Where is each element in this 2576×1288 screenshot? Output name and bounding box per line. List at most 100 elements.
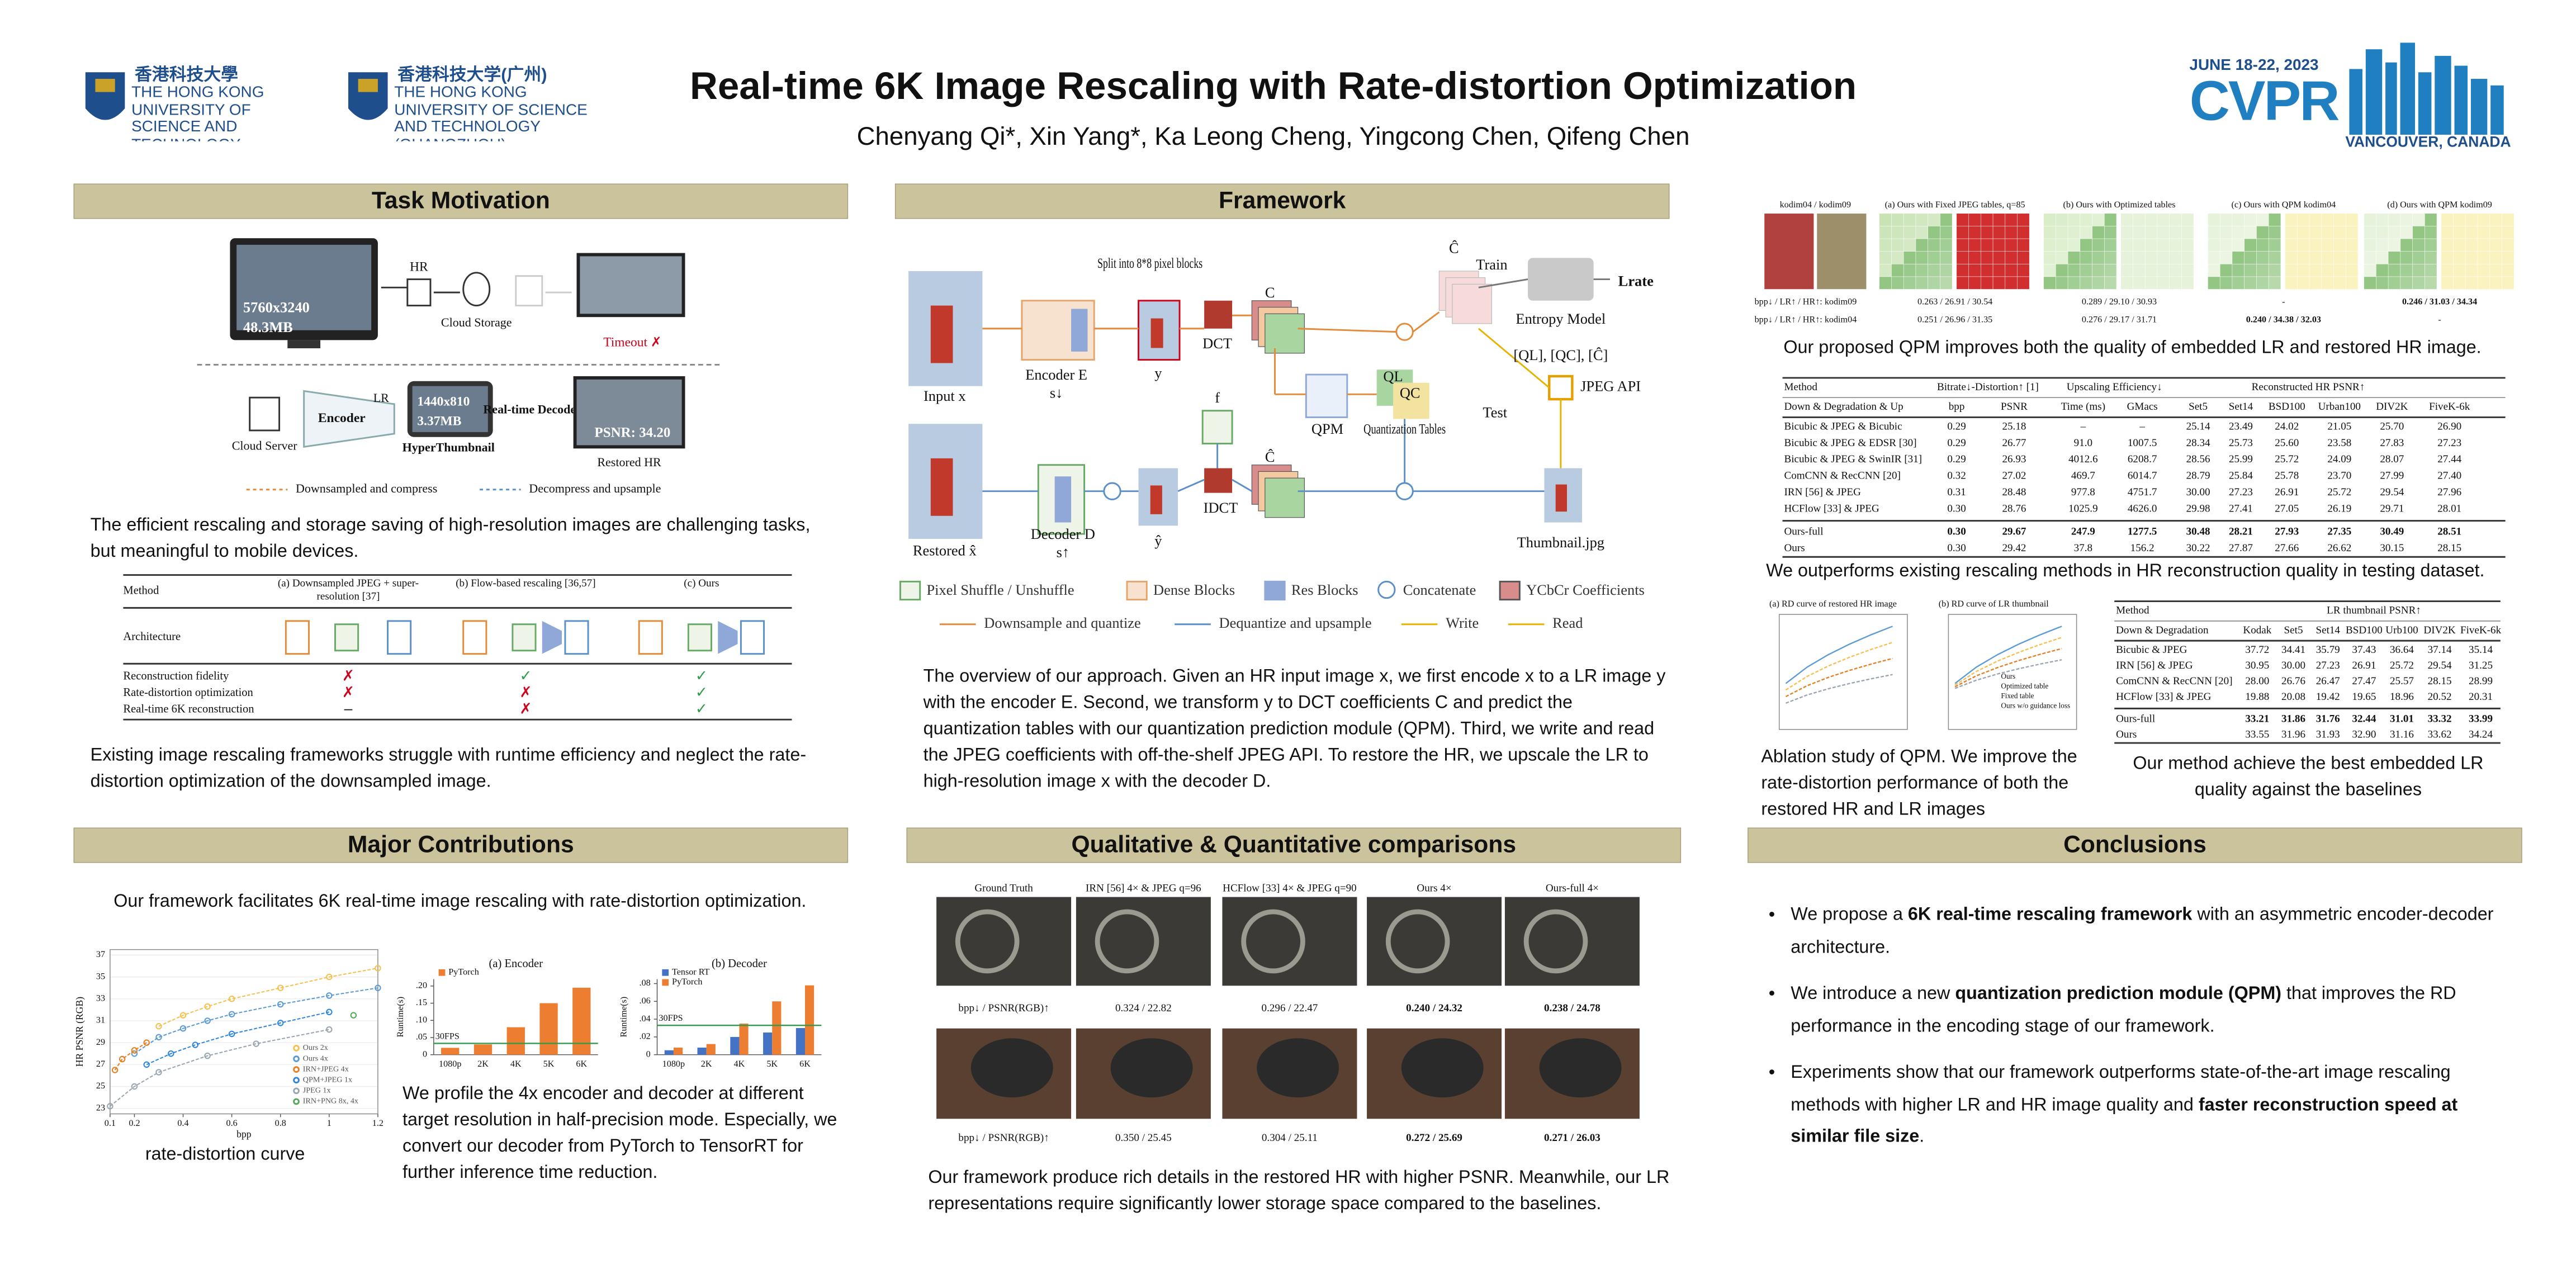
table-cell bbox=[2322, 277, 2334, 290]
mini-block bbox=[334, 623, 359, 652]
legend-swatch bbox=[899, 580, 921, 601]
table-cell bbox=[2425, 226, 2437, 239]
cvpr-skyline bbox=[2349, 42, 2504, 135]
table-cell bbox=[2133, 214, 2145, 226]
table-cell bbox=[2364, 226, 2376, 239]
bullet-text: . bbox=[1919, 1127, 1925, 1147]
table-cell bbox=[2181, 277, 2194, 290]
table-cell: 29.42 bbox=[2002, 542, 2026, 554]
label: 0.251 / 26.96 / 31.35 bbox=[1917, 315, 1992, 325]
table-cell bbox=[2269, 277, 2281, 290]
table-cell bbox=[2244, 251, 2257, 264]
table-cell bbox=[2080, 214, 2092, 226]
table-cell: 33.55 bbox=[2245, 728, 2269, 740]
section-title: Qualitative & Quantitative comparisons bbox=[1071, 831, 1516, 858]
table-cell: 25.18 bbox=[2002, 420, 2026, 432]
column-header: IRN [56] 4× & JPEG q=96 bbox=[1086, 882, 1201, 894]
table-cell bbox=[2376, 277, 2388, 290]
table-cell bbox=[2297, 239, 2309, 252]
plot-curve bbox=[1785, 641, 1893, 691]
table-cell bbox=[2043, 277, 2056, 290]
table-cell: – bbox=[2080, 420, 2086, 432]
figure-label: Lrate bbox=[1618, 273, 1654, 290]
table-cell bbox=[2425, 239, 2437, 252]
chart-title: (a) Encoder bbox=[489, 958, 543, 970]
table-mark: ✓ bbox=[695, 667, 708, 684]
mini-flow bbox=[718, 621, 738, 654]
table-cell bbox=[2104, 214, 2116, 226]
table-cell bbox=[2244, 214, 2257, 226]
legend-marker bbox=[293, 1055, 300, 1062]
image-detail bbox=[970, 1038, 1053, 1098]
table-cell bbox=[2453, 239, 2465, 252]
table-cell bbox=[2376, 226, 2388, 239]
bar bbox=[795, 1027, 805, 1055]
label: Real-time 6K reconstruction bbox=[123, 703, 254, 715]
table-cell: 34.24 bbox=[2469, 728, 2493, 740]
table-cell: 28.99 bbox=[2469, 675, 2493, 687]
table-cell bbox=[2297, 226, 2309, 239]
label: Timeout ✗ bbox=[603, 335, 661, 350]
paragraph: The efficient rescaling and storage savi… bbox=[90, 515, 811, 562]
series-line bbox=[110, 1029, 330, 1107]
table-column-header: BSD100 bbox=[2346, 624, 2383, 636]
table-cell bbox=[1993, 251, 2005, 264]
table-cell: 18.96 bbox=[2390, 691, 2414, 703]
table-cell: 25.57 bbox=[2390, 675, 2414, 687]
table-cell bbox=[2412, 226, 2425, 239]
table-cell: 27.23 bbox=[2229, 486, 2253, 498]
table-cell bbox=[2232, 251, 2244, 264]
table-cell bbox=[2490, 226, 2502, 239]
table-cell bbox=[2297, 251, 2309, 264]
table-cell bbox=[2244, 226, 2257, 239]
table-cell bbox=[2285, 251, 2297, 264]
legend-swatch bbox=[662, 969, 669, 976]
table-cell bbox=[2269, 264, 2281, 277]
table-cell bbox=[2441, 214, 2454, 226]
x-tick-label: 6K bbox=[799, 1059, 811, 1069]
figure-label: f bbox=[1215, 389, 1220, 406]
table-cell bbox=[2364, 251, 2376, 264]
y-tick-label: .20 bbox=[416, 981, 427, 991]
table-cell bbox=[2256, 264, 2269, 277]
table-cell: – bbox=[2139, 420, 2145, 432]
series-line bbox=[114, 1042, 147, 1071]
table-cell bbox=[2005, 277, 2018, 290]
table-cell bbox=[2502, 251, 2514, 264]
table-cell bbox=[2400, 251, 2413, 264]
caption: rate-distortion curve bbox=[145, 1143, 305, 1163]
table-cell: 28.56 bbox=[2186, 453, 2210, 465]
flow-arrow bbox=[1232, 479, 1253, 492]
table-cell bbox=[2269, 239, 2281, 252]
legend-label: Write bbox=[1446, 614, 1479, 631]
plot-curve bbox=[1786, 674, 1893, 704]
logo-chinese: 香港科技大学(广州) bbox=[397, 64, 547, 84]
table-cell bbox=[2220, 214, 2232, 226]
kodim-image bbox=[1817, 214, 1867, 290]
table-cell bbox=[1993, 277, 2005, 290]
bar bbox=[572, 987, 591, 1055]
figure-subject bbox=[930, 458, 953, 516]
figure-label: IDCT bbox=[1204, 499, 1238, 516]
y-tick-label: 25 bbox=[96, 1081, 105, 1091]
bullet-text: Experiments show that our framework outp… bbox=[1791, 1063, 2451, 1115]
table-cell: 26.90 bbox=[2437, 420, 2461, 432]
logo-english-box: THE HONG KONG UNIVERSITY OF SCIENCE AND … bbox=[131, 86, 264, 141]
paragraph-box: The efficient rescaling and storage savi… bbox=[90, 515, 811, 562]
table-cell: 27.93 bbox=[2275, 526, 2299, 538]
table-cell bbox=[2441, 226, 2454, 239]
table-cell: 28.07 bbox=[2380, 453, 2404, 465]
table-cell: 27.41 bbox=[2229, 503, 2253, 514]
section-header-bar bbox=[73, 827, 849, 863]
mini-block bbox=[387, 620, 412, 655]
table-cell bbox=[1957, 251, 1969, 264]
data-point bbox=[375, 984, 381, 991]
table-cell: 27.66 bbox=[2275, 542, 2299, 554]
figure-header: (c) Ours with QPM kodim04 bbox=[2232, 200, 2336, 210]
table-cell: Bicubic & JPEG & SwinIR [31] bbox=[1784, 453, 1922, 465]
table-cell: 26.77 bbox=[2002, 437, 2026, 449]
table-cell: 29.71 bbox=[2380, 503, 2404, 514]
table-cell: 33.99 bbox=[2469, 713, 2493, 725]
table-cell: 25.73 bbox=[2229, 437, 2253, 449]
x-tick-label: 0.1 bbox=[105, 1119, 116, 1128]
